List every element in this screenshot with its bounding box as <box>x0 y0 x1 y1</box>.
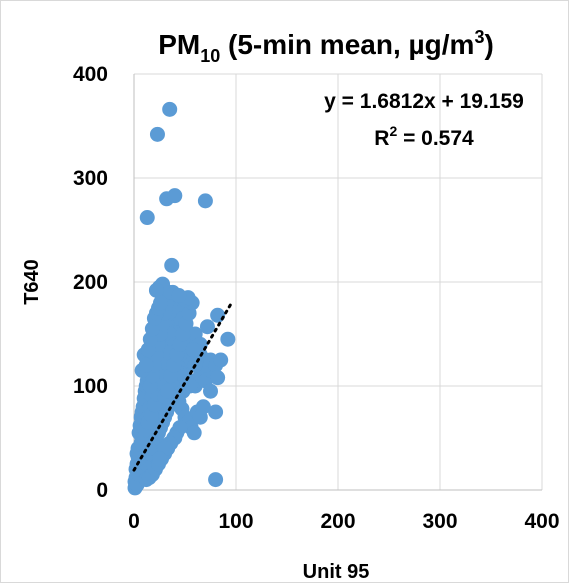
trendline-equation: y = 1.6812x + 19.159 <box>324 90 524 113</box>
data-point <box>208 404 224 420</box>
data-point <box>210 370 226 386</box>
data-point <box>160 383 176 399</box>
data-points <box>127 101 236 496</box>
data-point <box>208 472 224 488</box>
data-point <box>195 399 211 415</box>
data-point <box>167 188 183 204</box>
data-point <box>162 101 178 117</box>
x-tick-label-4: 400 <box>524 510 559 533</box>
data-point <box>213 352 229 368</box>
r-squared-label: R2 = 0.574 <box>374 123 474 150</box>
data-point <box>138 357 154 373</box>
trendline <box>132 302 233 472</box>
data-point <box>199 319 215 335</box>
x-tick-label-2: 200 <box>320 510 355 533</box>
x-tick-labels: 0 100 200 300 400 <box>128 510 559 533</box>
trendline-line <box>132 302 233 472</box>
y-tick-label-0: 0 <box>96 479 108 502</box>
data-point <box>153 295 169 311</box>
x-tick-label-0: 0 <box>128 510 140 533</box>
data-point <box>210 307 226 323</box>
y-tick-label-4: 400 <box>73 63 108 86</box>
data-point <box>186 425 202 441</box>
y-tick-labels: 0 100 200 300 400 <box>73 63 108 502</box>
data-point <box>203 383 218 399</box>
y-tick-label-2: 200 <box>73 271 108 294</box>
data-point <box>185 342 201 358</box>
axes <box>133 74 542 491</box>
chart-title: PM10 (5-min mean, µg/m3) <box>158 27 494 66</box>
y-tick-label-3: 300 <box>73 167 108 190</box>
y-tick-label-1: 100 <box>73 375 108 398</box>
data-point <box>152 451 167 467</box>
x-tick-label-3: 300 <box>422 510 457 533</box>
data-point <box>197 193 213 209</box>
x-axis-label: Unit 95 <box>303 561 370 583</box>
data-point <box>171 288 187 304</box>
data-point <box>175 383 191 399</box>
data-point <box>220 331 236 347</box>
data-point <box>148 282 164 298</box>
y-axis-label: T640 <box>21 259 43 305</box>
data-point <box>149 126 165 142</box>
data-point <box>139 210 155 226</box>
data-point <box>164 257 180 273</box>
data-point <box>134 435 150 451</box>
x-tick-label-1: 100 <box>218 510 253 533</box>
